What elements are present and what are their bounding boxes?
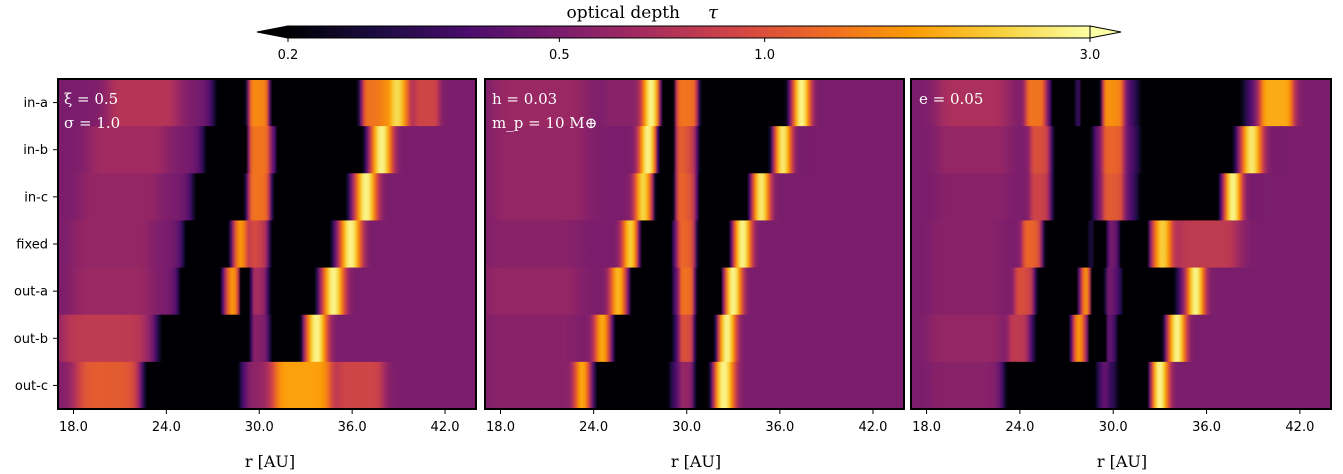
heatmap-row-in-b (485, 126, 904, 174)
heatmap-row-out-a (58, 267, 476, 316)
colorbar-tick-label: 0.2 (278, 48, 299, 63)
heatmap-row-in-a (485, 79, 904, 127)
heatmap-row-out-c (58, 361, 476, 410)
x-axis-label-middle: r [AU] (671, 452, 721, 471)
x-tick-label: 42.0 (431, 420, 460, 435)
x-tick-label: 42.0 (1285, 420, 1314, 435)
x-tick-label: 36.0 (338, 420, 367, 435)
y-tick-label-in-b: in-b (23, 143, 48, 158)
y-tick-label-out-b: out-b (14, 332, 48, 347)
x-tick-label: 24.0 (152, 420, 181, 435)
heatmap-panel-middle: 18.0 24.0 30.0 36.0 42.0 (484, 78, 905, 435)
heatmap-row-in-a (58, 79, 476, 127)
colorbar-symbol: τ (708, 2, 719, 23)
heatmap-row-out-c (485, 361, 904, 410)
heatmap-row-in-b (58, 126, 476, 174)
colorbar-gradient (287, 25, 1091, 39)
heatmap-panel-right: 18.0 24.0 30.0 36.0 42.0 (910, 78, 1332, 435)
heatmap-row-out-c (911, 361, 1331, 410)
heatmap-row-out-b (911, 314, 1331, 363)
x-tick-label: 24.0 (579, 420, 608, 435)
x-tick-label: 36.0 (765, 420, 794, 435)
x-tick-label: 30.0 (245, 420, 274, 435)
heatmap-row-out-b (485, 314, 904, 363)
colorbar-extend-low (256, 25, 289, 39)
x-tick-label: 42.0 (858, 420, 887, 435)
colorbar-tick-label: 3.0 (1080, 48, 1101, 63)
colorbar-tick-label: 0.5 (549, 48, 570, 63)
colorbar-extend-high (1089, 25, 1122, 39)
x-tick-label: 36.0 (1192, 420, 1221, 435)
panel-frame (910, 78, 1332, 410)
x-tick-label: 30.0 (1099, 420, 1128, 435)
heatmap-row-in-c (911, 173, 1331, 222)
x-tick-label: 30.0 (672, 420, 701, 435)
heatmap-row-fixed (485, 220, 904, 269)
colorbar: 0.2 0.5 1.0 3.0 (256, 25, 1122, 63)
x-axis-label-left: r [AU] (245, 452, 295, 471)
heatmap-panel-left: 18.0 24.0 30.0 36.0 42.0 (57, 78, 477, 435)
x-tick-label: 18.0 (912, 420, 941, 435)
y-tick-label-in-a: in-a (23, 96, 48, 111)
heatmap-row-out-a (911, 267, 1331, 316)
heatmap-row-out-b (58, 314, 476, 363)
annotation-h: h = 0.03 (492, 90, 557, 108)
heatmap-row-fixed (911, 220, 1331, 269)
y-tick-label-out-a: out-a (14, 285, 48, 300)
x-tick-label: 18.0 (486, 420, 515, 435)
y-tick-label-in-c: in-c (24, 190, 48, 205)
heatmap-row-in-b (911, 126, 1331, 174)
annotation-e: e = 0.05 (919, 90, 983, 108)
heatmap-row-out-a (485, 267, 904, 316)
heatmap-row-in-c (485, 173, 904, 222)
annotation-xi: ξ = 0.5 (64, 90, 118, 108)
heatmap-row-in-a (911, 79, 1331, 127)
heatmap-row-in-c (58, 173, 476, 222)
colorbar-label: optical depth (567, 3, 681, 23)
annotation-sigma: σ = 1.0 (64, 114, 120, 132)
annotation-mp: m_p = 10 M⊕ (492, 114, 597, 132)
heatmap-row-fixed (58, 220, 476, 269)
colorbar-tick-label: 1.0 (754, 48, 775, 63)
panel-frame (484, 78, 905, 410)
y-tick-label-out-c: out-c (15, 379, 48, 394)
x-tick-label: 18.0 (59, 420, 88, 435)
x-axis-label-right: r [AU] (1097, 452, 1147, 471)
x-tick-label: 24.0 (1005, 420, 1034, 435)
y-tick-label-fixed: fixed (16, 238, 48, 253)
